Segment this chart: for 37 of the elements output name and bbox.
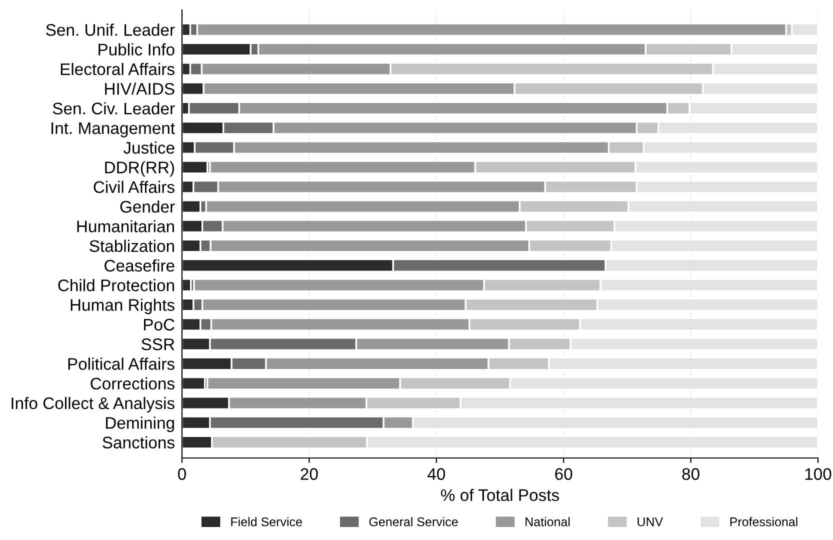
x-tick-label: 20 [300,468,318,480]
y-tick-label: Gender [120,200,175,213]
x-tick-label: 0 [178,468,186,480]
y-tick-label: Humanitarian [77,220,174,232]
x-tick-label: 80 [682,468,700,480]
y-tick-label: Corrections [90,377,174,390]
y-tick-label: Demining [106,416,174,432]
y-tick-label: DDR(RR) [105,161,174,177]
y-tick-label: Int. Management [52,122,175,138]
y-tick-label: Stablization [90,240,174,252]
legend-label: National [526,517,570,526]
y-tick-label: Electoral Affairs [60,62,174,76]
bar [182,160,208,174]
y-tick-label: Sanctions [102,436,174,448]
y-tick-label: PoC [144,318,174,331]
y-tick-label: Human Rights [70,298,174,314]
x-axis-title: % of Total Posts [440,488,559,502]
bar [182,376,206,390]
legend-label: Field Service [231,517,302,526]
legend-label: General Service [369,517,458,526]
x-tick-label: 60 [555,468,572,480]
y-tick-label: Child Protection [58,279,174,292]
bar [182,200,202,214]
y-tick-label: Civil Affairs [94,180,174,194]
y-tick-label: SSR [142,338,174,350]
y-tick-label: Ceasefire [104,259,174,272]
y-tick-label: Sen. Unif. Leader [46,24,175,36]
y-tick-label: Sen. Civ. Leader [52,102,175,114]
y-tick-label: Political Affairs [68,358,174,370]
y-tick-label: Justice [123,142,174,154]
legend-label: UNV [638,518,664,526]
y-tick-label: Public Info [98,43,174,56]
x-tick-label: 40 [428,468,446,480]
x-tick-label: 100 [805,468,832,480]
legend-label: Professional [730,517,798,526]
y-tick-label: Info Collect & Analysis [12,396,174,412]
y-tick-label: HIV/AIDS [105,82,174,95]
